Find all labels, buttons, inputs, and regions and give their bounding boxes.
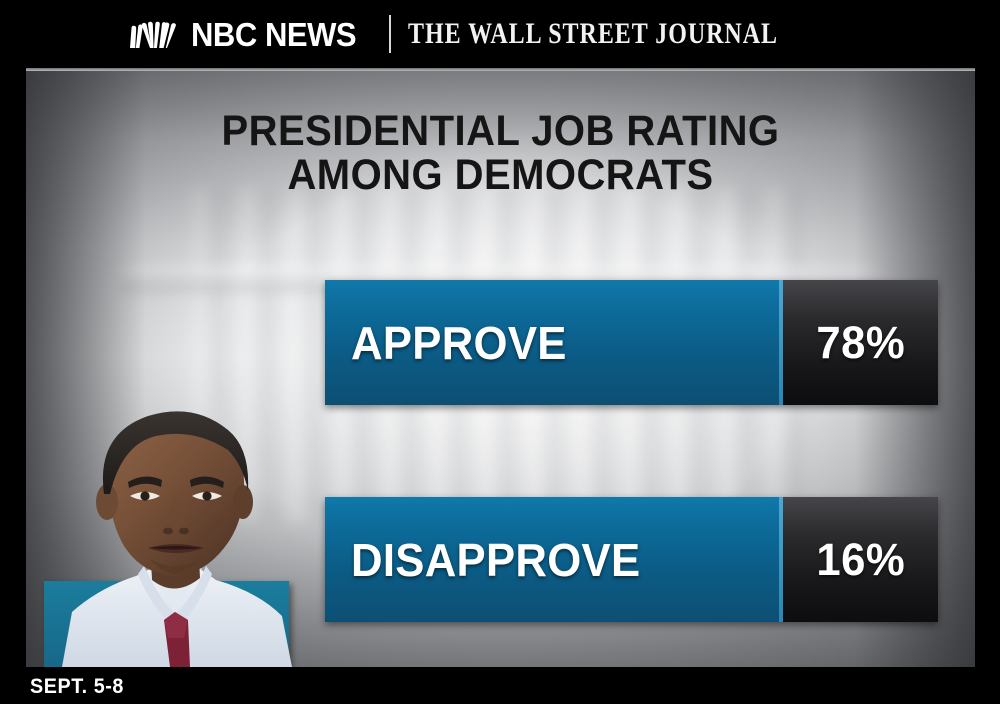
poll-date-label: SEPT. 5-8 (30, 675, 124, 698)
portrait-photo (62, 411, 292, 667)
frame-left-border (0, 68, 26, 667)
bottom-bar: SEPT. 5-8 (0, 667, 1000, 704)
nbc-news-wordmark: NBC NEWS (190, 15, 357, 53)
frame-right-border (975, 68, 1000, 667)
header-divider (388, 15, 391, 53)
network-header: NBC NEWS THE WALL STREET JOURNAL (0, 0, 1000, 68)
result-row-disapprove: DISAPPROVE 16% (325, 497, 938, 622)
result-row-approve: APPROVE 78% (325, 280, 938, 405)
nbc-peacock-icon (129, 21, 176, 48)
header-lockup: NBC NEWS THE WALL STREET JOURNAL (129, 12, 870, 56)
disapprove-value: 16% (816, 533, 905, 585)
barack-obama-portrait (44, 398, 306, 667)
disapprove-value-panel: 16% (783, 497, 938, 622)
approve-value-panel: 78% (783, 280, 938, 405)
approve-value: 78% (816, 316, 905, 368)
wsj-wordmark: THE WALL STREET JOURNAL (407, 17, 778, 50)
frame-top-edge (26, 68, 975, 71)
poll-graphic-frame: PRESIDENTIAL JOB RATING AMONG DEMOCRATS … (26, 68, 975, 667)
approve-label: APPROVE (351, 316, 567, 369)
graphic-title: PRESIDENTIAL JOB RATING AMONG DEMOCRATS (59, 107, 942, 199)
disapprove-label: DISAPPROVE (351, 533, 641, 586)
approve-bar-fill: APPROVE (325, 280, 783, 405)
title-line-1: PRESIDENTIAL JOB RATING (221, 107, 780, 155)
title-line-2: AMONG DEMOCRATS (287, 150, 714, 199)
disapprove-bar-fill: DISAPPROVE (325, 497, 783, 622)
